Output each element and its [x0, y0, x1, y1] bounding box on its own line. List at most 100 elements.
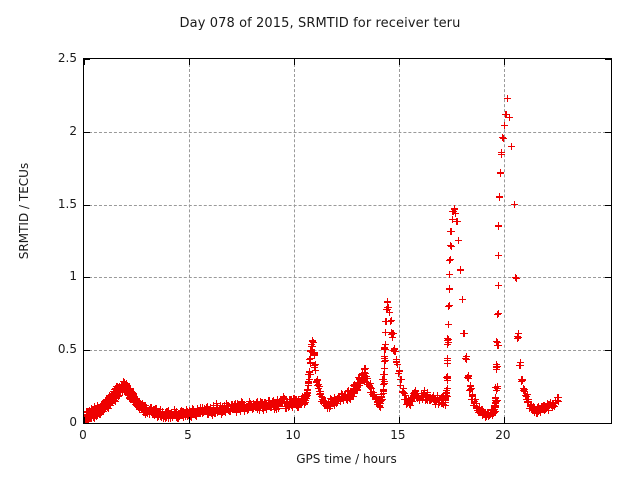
data-point-marker	[168, 411, 176, 419]
data-point-marker	[328, 398, 336, 406]
data-point-marker	[443, 372, 451, 380]
data-point-marker	[118, 384, 126, 392]
data-point-marker	[437, 399, 445, 407]
data-point-marker	[408, 398, 416, 406]
data-point-marker	[446, 271, 454, 279]
data-point-marker	[344, 397, 352, 405]
data-point-marker	[334, 394, 342, 402]
data-point-marker	[264, 402, 272, 410]
data-point-marker	[176, 410, 184, 418]
data-point-marker	[344, 390, 352, 398]
data-point-marker	[366, 384, 374, 392]
data-point-marker	[390, 348, 398, 356]
data-point-marker	[207, 406, 215, 414]
data-point-marker	[422, 393, 430, 401]
data-point-marker	[313, 376, 321, 384]
data-point-marker	[383, 306, 391, 314]
data-point-marker	[157, 409, 164, 417]
data-point-marker	[320, 398, 328, 406]
data-point-marker	[497, 169, 505, 177]
data-point-marker	[119, 381, 127, 389]
data-point-marker	[84, 415, 91, 423]
data-point-marker	[95, 404, 103, 412]
data-point-marker	[307, 346, 315, 354]
data-point-marker	[479, 407, 487, 415]
data-point-marker	[124, 383, 132, 391]
data-point-marker	[324, 401, 332, 409]
data-point-marker	[545, 401, 553, 409]
data-point-marker	[351, 387, 359, 395]
data-point-marker	[177, 408, 185, 416]
data-point-marker	[492, 384, 500, 392]
data-point-marker	[270, 401, 278, 409]
data-point-marker	[260, 403, 268, 411]
data-point-marker	[252, 399, 260, 407]
data-point-marker	[221, 409, 229, 417]
data-point-marker	[404, 394, 412, 402]
data-point-marker	[353, 383, 361, 391]
data-point-marker	[551, 396, 559, 404]
data-point-marker	[134, 404, 142, 412]
data-point-marker	[290, 395, 298, 403]
data-point-marker	[445, 285, 453, 293]
data-point-marker	[315, 385, 323, 393]
data-point-marker	[269, 397, 277, 405]
data-point-marker	[92, 408, 100, 416]
data-point-marker	[141, 408, 149, 416]
data-point-marker	[86, 408, 94, 416]
data-point-marker	[268, 399, 276, 407]
data-point-marker	[260, 403, 268, 411]
data-point-marker	[262, 402, 270, 410]
data-point-marker	[284, 399, 292, 407]
data-point-marker	[100, 404, 108, 411]
data-point-marker	[261, 400, 269, 408]
data-point-marker	[307, 358, 314, 366]
data-point-marker	[403, 395, 411, 403]
data-point-marker	[452, 209, 460, 217]
data-point-marker	[319, 397, 327, 405]
data-point-marker	[271, 400, 279, 408]
data-point-marker	[140, 402, 148, 410]
data-point-marker	[232, 402, 240, 410]
data-point-marker	[320, 396, 328, 404]
data-point-marker	[296, 398, 304, 406]
data-point-marker	[131, 393, 139, 401]
data-point-marker	[331, 398, 339, 406]
data-point-marker	[252, 404, 260, 411]
data-point-marker	[194, 410, 202, 418]
data-point-marker	[442, 390, 450, 398]
data-point-marker	[522, 391, 530, 399]
data-point-marker	[121, 385, 129, 393]
data-point-marker	[148, 403, 156, 411]
data-point-marker	[363, 373, 371, 381]
data-point-marker	[111, 397, 119, 405]
data-point-marker	[100, 400, 108, 408]
data-point-marker	[443, 384, 451, 392]
data-point-marker	[136, 398, 144, 406]
data-point-marker	[132, 394, 140, 402]
gridline-horizontal	[84, 131, 611, 133]
data-point-marker	[137, 404, 145, 412]
data-point-marker	[94, 408, 102, 416]
data-point-marker	[300, 401, 308, 409]
data-point-marker	[90, 410, 98, 418]
data-point-marker	[85, 414, 93, 422]
data-point-marker	[212, 406, 220, 414]
data-point-marker	[442, 398, 450, 406]
data-point-marker	[278, 398, 286, 406]
data-point-marker	[424, 388, 432, 396]
data-point-marker	[214, 404, 222, 412]
data-point-marker	[117, 385, 125, 393]
data-point-marker	[372, 395, 380, 403]
data-point-marker	[142, 404, 150, 412]
data-point-marker	[227, 407, 235, 415]
data-point-marker	[144, 407, 152, 415]
data-point-marker	[458, 296, 466, 304]
data-point-marker	[86, 407, 94, 415]
data-point-marker	[446, 256, 454, 264]
data-point-marker	[298, 395, 306, 403]
data-point-marker	[90, 404, 98, 412]
data-point-marker	[140, 402, 148, 410]
data-point-marker	[482, 413, 490, 421]
data-point-marker	[84, 408, 91, 416]
